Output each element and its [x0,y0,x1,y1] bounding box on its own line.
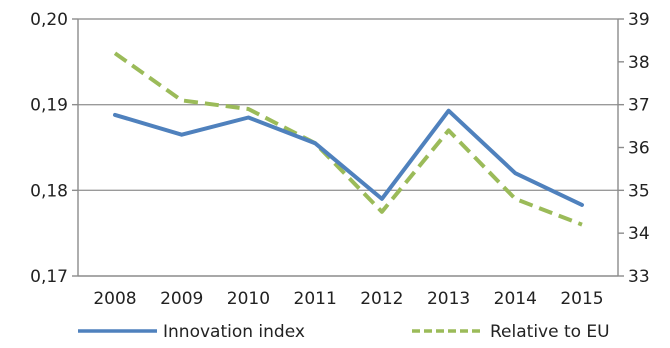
right-tick-label: 34 [628,224,650,244]
right-tick-label: 35 [628,181,650,201]
right-tick-label: 39 [628,10,650,30]
x-tick-label: 2015 [560,289,603,309]
x-tick-label: 2010 [227,289,270,309]
x-axis-ticks: 2008 2009 2010 2011 2012 2013 2014 2015 [93,289,603,309]
left-tick-label: 0,17 [30,267,68,287]
left-axis-ticks: 0,17 0,18 0,19 0,20 [30,10,78,287]
x-tick-label: 2009 [160,289,203,309]
axes [77,19,619,277]
right-axis-ticks: 33 34 35 36 37 38 39 [618,10,650,287]
series-line-innovation-index [113,108,584,207]
x-tick-label: 2014 [494,289,537,309]
series [113,51,584,227]
x-tick-label: 2008 [93,289,136,309]
right-tick-label: 36 [628,139,650,159]
left-tick-label: 0,18 [30,181,68,201]
series-line-relative-to-eu [113,51,583,227]
legend-label: Innovation index [163,322,305,342]
left-tick-label: 0,19 [30,96,68,116]
right-tick-label: 33 [628,267,650,287]
x-tick-label: 2011 [294,289,337,309]
right-tick-label: 38 [628,53,650,73]
x-tick-label: 2012 [360,289,403,309]
legend-label: Relative to EU [490,322,610,342]
gridlines [78,18,618,192]
left-tick-label: 0,20 [30,10,68,30]
legend: Innovation index Relative to EU [78,322,610,342]
x-tick-label: 2013 [427,289,470,309]
right-tick-label: 37 [628,96,650,116]
